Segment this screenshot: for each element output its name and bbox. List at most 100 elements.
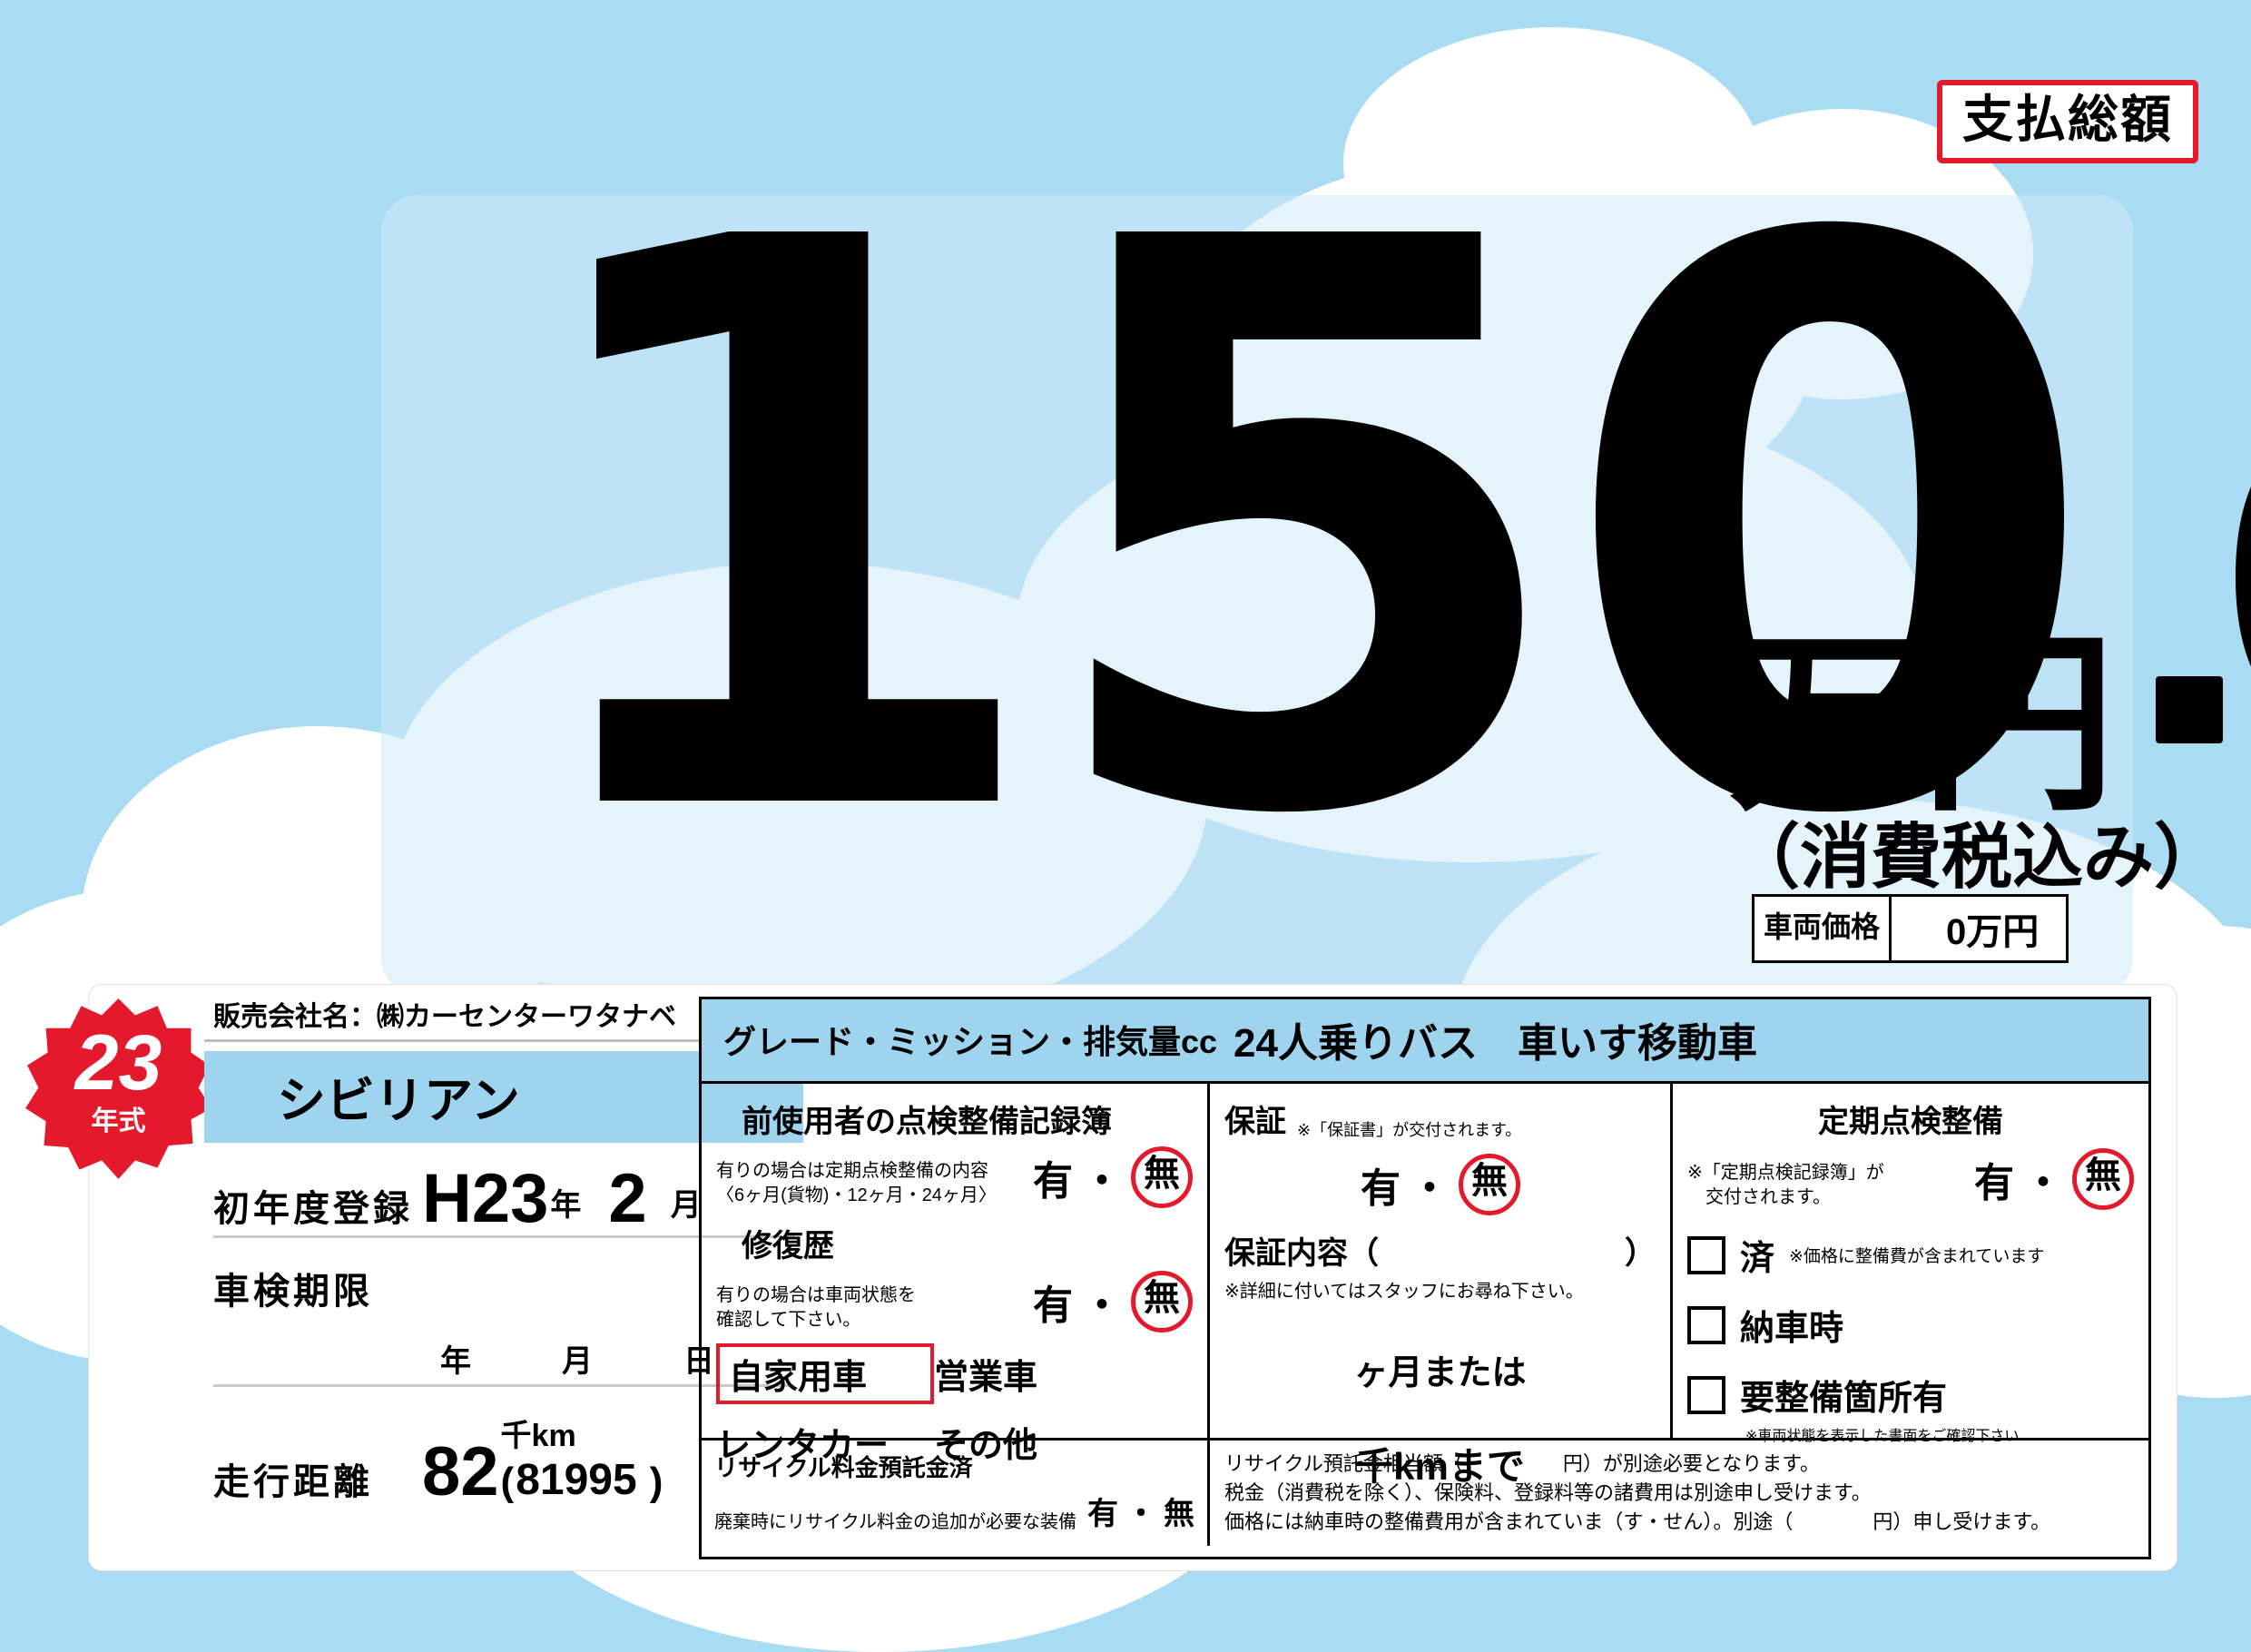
checkbox-needs-repair-label: 要整備箇所有 (1740, 1380, 1948, 1418)
choice-no-selected[interactable]: 無 (1131, 1146, 1193, 1208)
fee-note-2: 税金（消費税を除く）、保険料、登録料等の諸費用は別途申し受けます。 (1224, 1480, 1872, 1504)
choice-no-selected[interactable]: 無 (1131, 1271, 1193, 1332)
vehicle-price-value: 0万円 (1946, 912, 2040, 952)
recycle-fee-left: リサイクル料金預託金済 廃棄時にリサイクル料金の追加が必要な装備 有 ・ 無 (702, 1441, 1210, 1546)
mileage-paren-close: ) (649, 1460, 664, 1505)
checkbox-needs-repair[interactable]: 要整備箇所有 (1687, 1370, 2134, 1420)
warranty-content-label: 保証内容（ (1224, 1236, 1379, 1271)
maintenance-record-choice[interactable]: 有 ・ 無 (1033, 1146, 1193, 1208)
vehicle-price-box: 車両価格 0万円 (1752, 894, 2069, 963)
periodic-choice[interactable]: 有 ・ 無 (1974, 1148, 2134, 1210)
maintenance-record-column: 前使用者の点検整備記録簿 有りの場合は定期点検整備の内容 〈6ヶ月(貨物)・12… (702, 1084, 1210, 1465)
inspection-label: 車検期限 (213, 1272, 373, 1313)
grade-label: グレード・ミッション・排気量cc (723, 1023, 1218, 1060)
repair-history-title: 修復歴 (742, 1229, 834, 1264)
usage-private-selected[interactable]: 自家用車 (716, 1343, 934, 1404)
price-integer: 150 (508, 76, 2101, 985)
model-name: シビリアン (277, 1074, 520, 1128)
checkbox-box[interactable] (1687, 1375, 1725, 1414)
total-payment-badge: 支払総額 (1937, 80, 2198, 163)
price-display: 150 0 (508, 141, 2251, 921)
price-tax-note: （消費税込み） (1729, 817, 2226, 897)
warranty-title: 保証 (1224, 1105, 1286, 1139)
choice-no-selected[interactable]: 無 (1459, 1154, 1520, 1215)
first-registration-month-unit: 月 (670, 1188, 702, 1224)
choice-separator: ・ (1410, 1166, 1450, 1211)
grade-row: グレード・ミッション・排気量cc 24人乗りバス 車いす移動車 (702, 999, 2148, 1084)
checkbox-done[interactable]: 済 ※価格に整備費が含まれています (1687, 1230, 2134, 1280)
checkbox-at-delivery-label: 納車時 (1740, 1310, 1844, 1348)
mileage-exact: 81995 (516, 1456, 637, 1505)
seller-name: ㈱カーセンターワタナベ (377, 1002, 676, 1032)
choice-yes[interactable]: 有 (1361, 1166, 1401, 1211)
choice-yes[interactable]: 有 (1974, 1161, 2014, 1205)
mileage-unit: 千km (500, 1419, 576, 1454)
repair-history-note-2: 確認して下さい。 (716, 1310, 861, 1330)
seller-label: 販売会社名： (213, 1002, 377, 1032)
periodic-maintenance-column: 定期点検整備 ※「定期点検記録簿」が 交付されます。 有 ・ 無 済 ※価格に整… (1673, 1084, 2148, 1444)
fee-note-3: 価格には納車時の整備費用が含まれていま（す・せん）。別途（ 円）申し受けます。 (1224, 1509, 2051, 1533)
checkbox-done-note: ※価格に整備費が含まれています (1789, 1247, 2045, 1266)
inspection-row: 車検期限 (186, 1262, 821, 1314)
spec-columns: 前使用者の点検整備記録簿 有りの場合は定期点検整備の内容 〈6ヶ月(貨物)・12… (702, 1084, 2148, 1488)
price-panel-backdrop (381, 195, 2133, 994)
choice-separator: ・ (1082, 1283, 1122, 1328)
mileage-value: 82 (422, 1433, 499, 1510)
divider (213, 1384, 794, 1388)
price-decimal-point (2156, 676, 2223, 743)
vehicle-summary: 販売会社名：㈱カーセンターワタナベ シビリアン 初年度登録 H23 年 2 月 … (186, 994, 821, 1510)
recycle-fee-right: リサイクル預託金相当額（ 円）が別途必要となります。 税金（消費税を除く）、保険… (1210, 1441, 2148, 1546)
mileage-paren-open: ( (500, 1460, 515, 1505)
warranty-km: 千kmまで (1355, 1445, 1525, 1488)
maintenance-record-note-1: 有りの場合は定期点検整備の内容 (716, 1161, 988, 1181)
total-payment-label: 支払総額 (1962, 91, 2173, 148)
model-year-seal: 23 年式 (25, 998, 211, 1185)
price-decimal: 0 (2215, 368, 2251, 803)
repair-history-choice[interactable]: 有 ・ 無 (1033, 1271, 1193, 1332)
mileage-label: 走行距離 (213, 1462, 373, 1503)
divider (204, 1039, 803, 1042)
choice-yes[interactable]: 有 (1033, 1159, 1073, 1204)
mileage-row: 走行距離 82 千km ( 81995 ) (186, 1411, 821, 1510)
seal-year-suffix: 年式 (91, 1106, 146, 1136)
warranty-choice[interactable]: 有 ・ 無 (1361, 1154, 1520, 1215)
first-registration-month: 2 (608, 1160, 647, 1237)
repair-history-note-1: 有りの場合は車両状態を (716, 1285, 916, 1305)
inspection-month-unit: 月 (562, 1344, 593, 1380)
fee-note-1: リサイクル預託金相当額（ 円）が別途必要となります。 (1224, 1452, 1821, 1475)
grade-value: 24人乗りバス 車いす移動車 (1234, 1021, 1757, 1066)
choice-yes[interactable]: 有 (1087, 1497, 1118, 1531)
first-registration-row: 初年度登録 H23 年 2 月 (186, 1160, 821, 1237)
recycle-fee-row: リサイクル料金預託金済 廃棄時にリサイクル料金の追加が必要な装備 有 ・ 無 リ… (702, 1438, 2148, 1546)
usage-rental[interactable]: レンタカー (716, 1427, 890, 1465)
seal-year: 23 (74, 1019, 162, 1106)
choice-no[interactable]: 無 (1164, 1497, 1194, 1531)
first-registration-year-unit: 年 (550, 1188, 582, 1224)
first-registration-label: 初年度登録 (213, 1189, 413, 1230)
warranty-content-close: ） (1625, 1236, 1656, 1271)
periodic-note-2: 交付されます。 (1687, 1187, 1831, 1207)
choice-separator: ・ (1126, 1497, 1156, 1531)
vehicle-price-label: 車両価格 (1755, 897, 1892, 960)
choice-no-selected[interactable]: 無 (2072, 1148, 2134, 1210)
checkbox-at-delivery[interactable]: 納車時 (1687, 1300, 2134, 1350)
recycle-fee-choice[interactable]: 有 ・ 無 (1087, 1489, 1194, 1533)
recycle-fee-title: リサイクル料金預託金済 (714, 1454, 973, 1481)
checkbox-box[interactable] (1687, 1305, 1725, 1344)
warranty-content-note: ※詳細に付いてはスタッフにお尋ね下さい。 (1224, 1282, 1584, 1302)
maintenance-record-title: 前使用者の点検整備記録簿 (742, 1105, 1112, 1139)
checkbox-done-label: 済 (1740, 1240, 1775, 1278)
price-unit: 万円 (1729, 615, 2116, 833)
usage-other[interactable]: その他 (934, 1427, 1038, 1465)
usage-business[interactable]: 営業車 (934, 1359, 1038, 1397)
periodic-note-1: ※「定期点検記録簿」が (1687, 1163, 1884, 1183)
inspection-year-unit: 年 (440, 1344, 471, 1380)
maintenance-record-note-2: 〈6ヶ月(貨物)・12ヶ月・24ヶ月〉 (716, 1185, 997, 1205)
checkbox-box[interactable] (1687, 1235, 1725, 1274)
spec-table: グレード・ミッション・排気量cc 24人乗りバス 車いす移動車 前使用者の点検整… (699, 997, 2151, 1559)
periodic-maintenance-title: 定期点検整備 (1818, 1105, 2003, 1139)
warranty-months: ヶ月または (1353, 1354, 1527, 1392)
choice-yes[interactable]: 有 (1033, 1283, 1073, 1328)
usage-type-group: 自家用車 営業車 レンタカー その他 (716, 1343, 1193, 1467)
first-registration-value: H23 (422, 1160, 549, 1237)
